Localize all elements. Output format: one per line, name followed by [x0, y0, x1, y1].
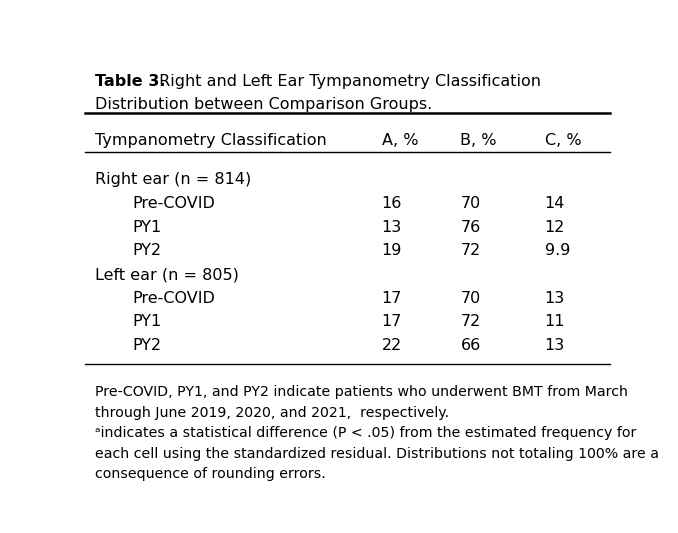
Text: 13: 13 [544, 290, 565, 305]
Text: 66: 66 [460, 338, 481, 353]
Text: 72: 72 [460, 314, 481, 329]
Text: 22: 22 [382, 338, 402, 353]
Text: Left ear (n = 805): Left ear (n = 805) [95, 267, 239, 282]
Text: 13: 13 [382, 220, 402, 235]
Text: 70: 70 [460, 196, 481, 211]
Text: A, %: A, % [382, 133, 418, 148]
Text: Pre-COVID, PY1, and PY2 indicate patients who underwent BMT from March: Pre-COVID, PY1, and PY2 indicate patient… [95, 385, 629, 399]
Text: Pre-COVID: Pre-COVID [132, 196, 215, 211]
Text: PY2: PY2 [132, 338, 161, 353]
Text: Pre-COVID: Pre-COVID [132, 290, 215, 305]
Text: 14: 14 [544, 196, 565, 211]
Text: 17: 17 [382, 314, 402, 329]
Text: PY1: PY1 [132, 220, 161, 235]
Text: consequence of rounding errors.: consequence of rounding errors. [95, 467, 326, 481]
Text: ᵃindicates a statistical difference (P < .05) from the estimated frequency for: ᵃindicates a statistical difference (P <… [95, 426, 637, 440]
Text: 72: 72 [460, 244, 481, 259]
Text: 16: 16 [382, 196, 402, 211]
Text: each cell using the standardized residual. Distributions not totaling 100% are a: each cell using the standardized residua… [95, 447, 659, 461]
Text: Tympanometry Classification: Tympanometry Classification [95, 133, 327, 148]
Text: B, %: B, % [460, 133, 497, 148]
Text: PY2: PY2 [132, 244, 161, 259]
Text: 12: 12 [544, 220, 565, 235]
Text: Right ear (n = 814): Right ear (n = 814) [95, 173, 252, 188]
Text: PY1: PY1 [132, 314, 161, 329]
Text: through June 2019, 2020, and 2021,  respectively.: through June 2019, 2020, and 2021, respe… [95, 406, 450, 419]
Text: Table 3.: Table 3. [95, 74, 165, 89]
Text: 9.9: 9.9 [544, 244, 570, 259]
Text: Right and Left Ear Tympanometry Classification: Right and Left Ear Tympanometry Classifi… [154, 74, 541, 89]
Text: 19: 19 [382, 244, 402, 259]
Text: C, %: C, % [544, 133, 581, 148]
Text: 17: 17 [382, 290, 402, 305]
Text: 76: 76 [460, 220, 481, 235]
Text: 11: 11 [544, 314, 565, 329]
Text: 13: 13 [544, 338, 565, 353]
Text: Distribution between Comparison Groups.: Distribution between Comparison Groups. [95, 98, 433, 112]
Text: 70: 70 [460, 290, 481, 305]
